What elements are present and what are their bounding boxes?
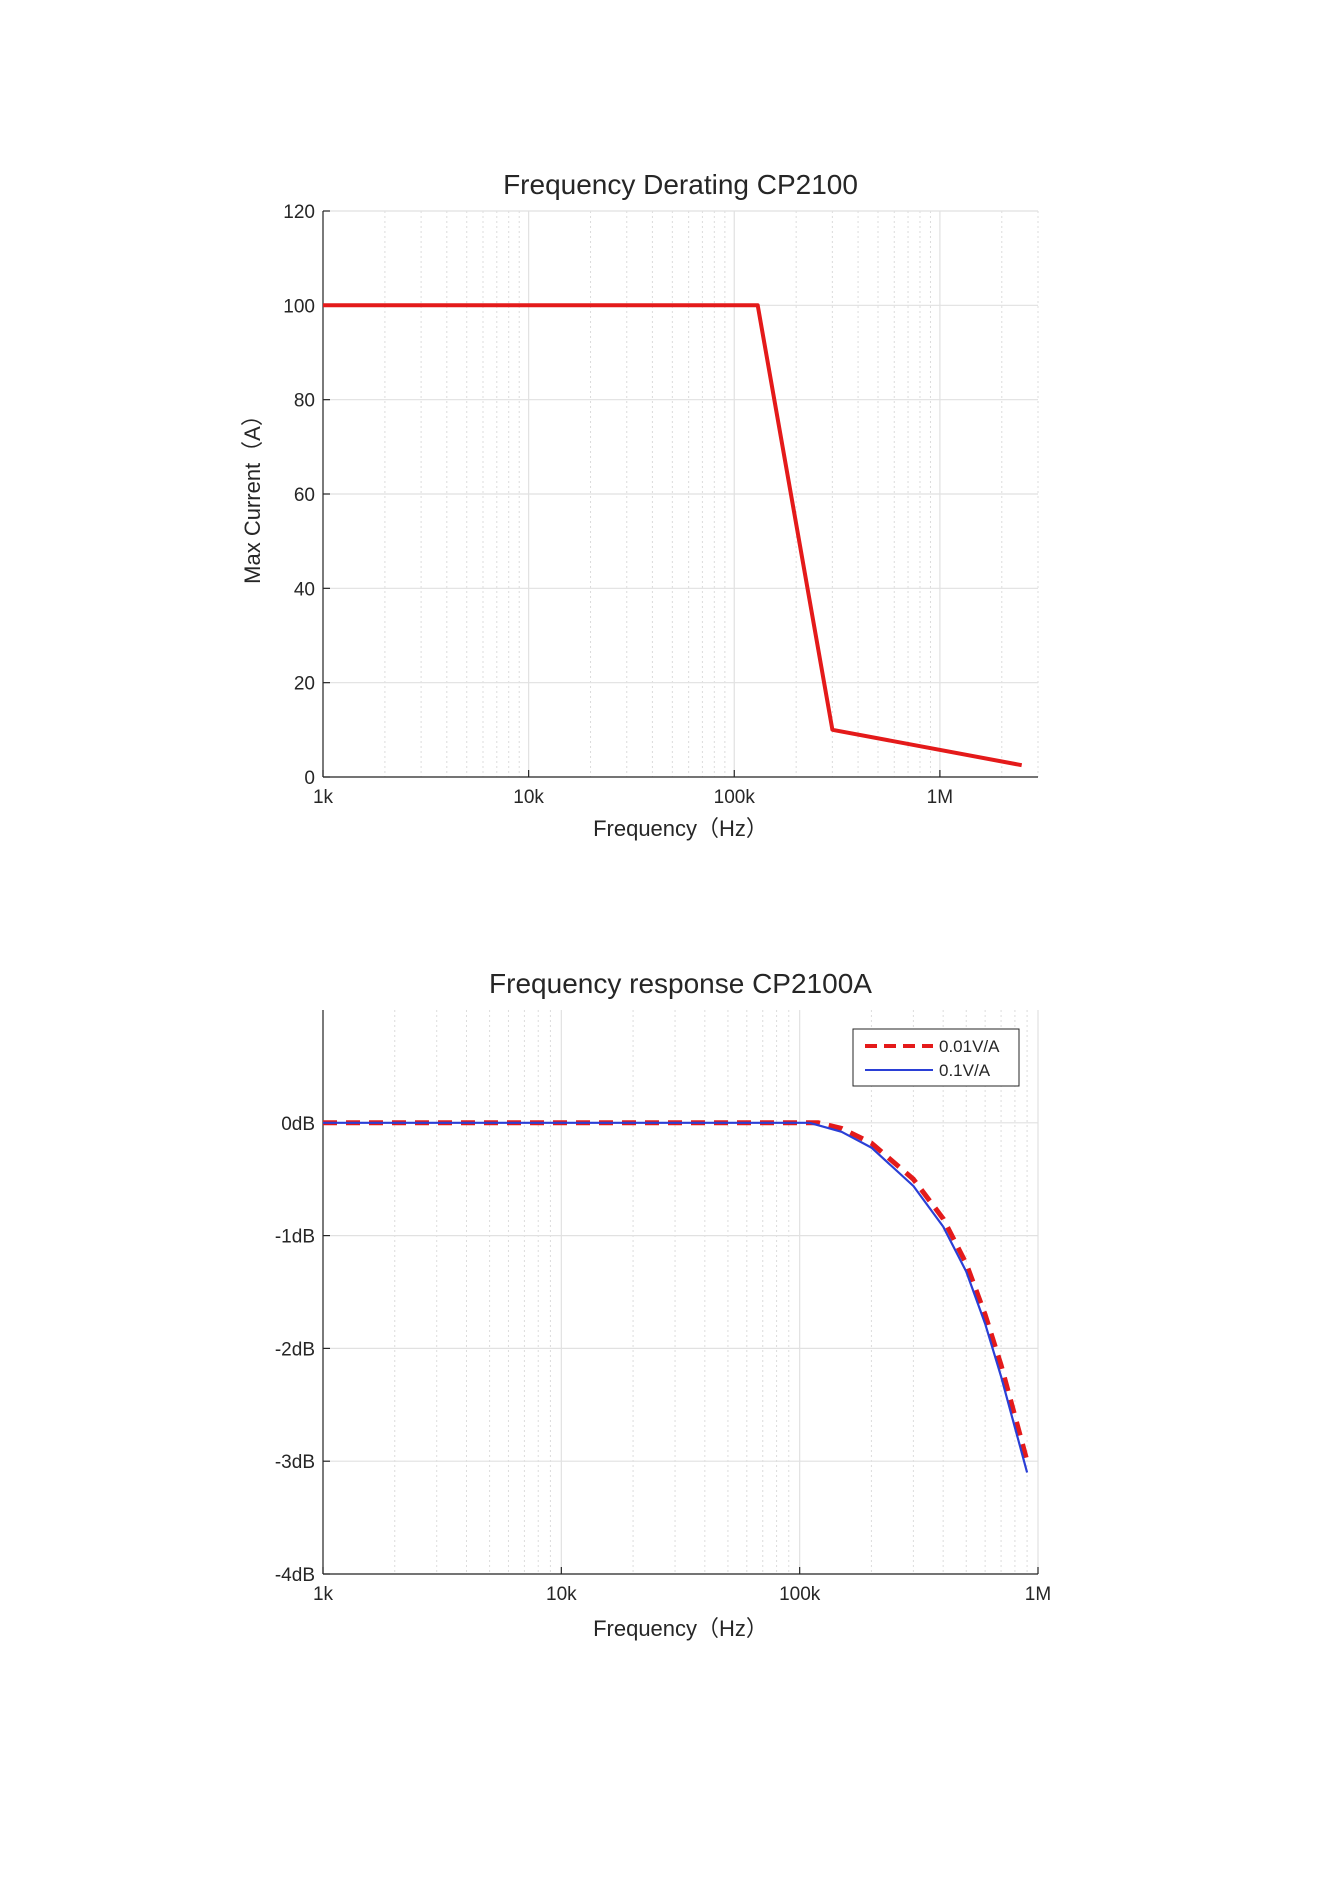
- y-tick-label: -2dB: [275, 1339, 315, 1360]
- x-tick-label: 1M: [1025, 1584, 1051, 1605]
- x-tick-label: 10k: [513, 787, 544, 808]
- y-tick-label: 100: [283, 296, 315, 317]
- x-tick-label: 1k: [313, 787, 334, 808]
- chart-title: Frequency response CP2100A: [489, 968, 872, 999]
- y-tick-label: 40: [294, 579, 315, 600]
- x-tick-label: 1M: [927, 787, 953, 808]
- y-tick-label: 80: [294, 391, 315, 412]
- y-tick-label: -3dB: [275, 1452, 315, 1473]
- y-tick-label: 0dB: [281, 1114, 315, 1135]
- legend-box: [852, 1028, 1020, 1087]
- grid: [322, 210, 1039, 778]
- x-tick-label: 10k: [546, 1584, 577, 1605]
- y-tick-label: -4dB: [275, 1565, 315, 1586]
- x-axis-label: Frequency（Hz）: [593, 1616, 768, 1641]
- grid: [322, 1010, 1039, 1575]
- series-line-current: [323, 303, 1023, 768]
- chart-2: 1k 10k 100k 1M -4dB -3dB -2dB -1dB 0dB Frequency …: [275, 968, 1051, 1641]
- series-line-0-1V-A: [323, 1121, 1029, 1473]
- x-axis-label: Frequency（Hz）: [593, 816, 768, 841]
- series-line-0-01V-A: [323, 1120, 1030, 1462]
- y-axis-label: Max Current（A）: [240, 404, 265, 584]
- x-tick-label: 100k: [779, 1584, 821, 1605]
- legend-label: 0.1V/A: [939, 1061, 991, 1080]
- y-tick-label: 60: [294, 485, 315, 506]
- y-tick-label: 20: [294, 674, 315, 695]
- x-tick-label: 1k: [313, 1584, 334, 1605]
- y-tick-label: 120: [283, 202, 315, 223]
- x-tick-label: 100k: [714, 787, 756, 808]
- chart-1: 1k 10k 100k 1M 0 20 40 60 80 100 120 Frequency Dera…: [240, 169, 1039, 841]
- y-tick-label: -1dB: [275, 1227, 315, 1248]
- y-tick-label: 0: [304, 768, 315, 789]
- legend-label: 0.01V/A: [939, 1037, 1000, 1056]
- legend: 0.01V/A 0.1V/A: [852, 1028, 1020, 1087]
- chart-title: Frequency Derating CP2100: [503, 169, 858, 200]
